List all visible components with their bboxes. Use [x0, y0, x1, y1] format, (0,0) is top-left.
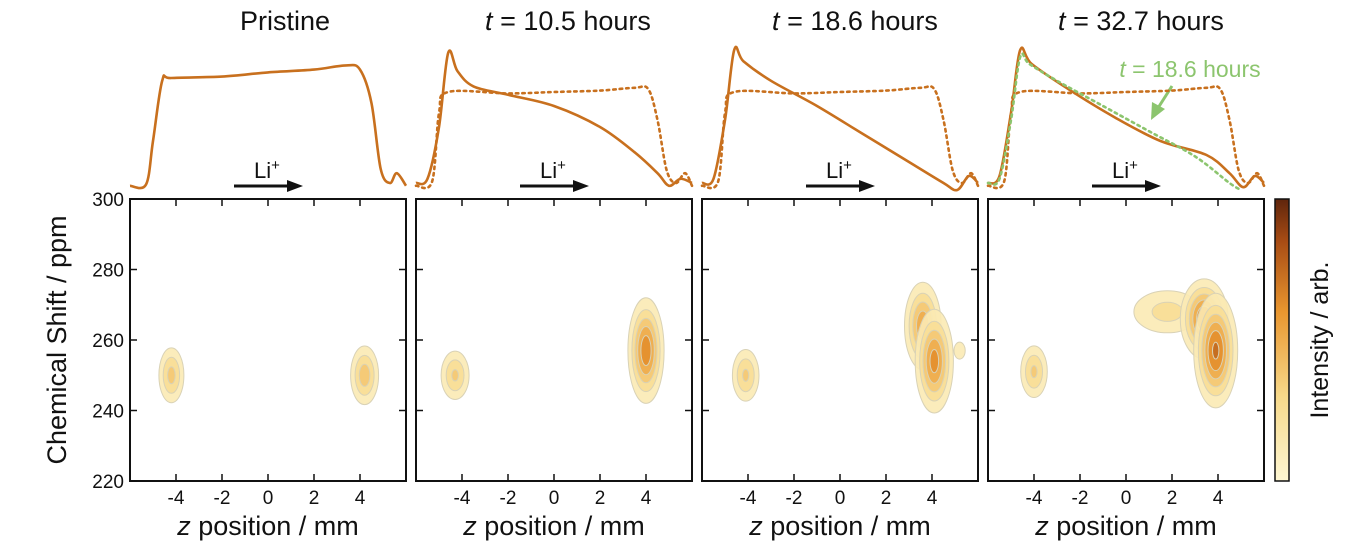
colorbar-label: Intensity / arb. — [1306, 261, 1334, 418]
li-arrow-3: Li+ — [806, 157, 875, 192]
x-tick-label: 0 — [263, 488, 274, 509]
x-tick-label: 2 — [1167, 488, 1178, 509]
profile-dotted-4 — [986, 85, 1266, 190]
y-tick-label: 220 — [92, 472, 124, 493]
x-tick-label: 4 — [927, 488, 938, 509]
profile-dotted-3 — [700, 85, 980, 190]
li-arrow-1: Li+ — [234, 157, 303, 192]
x-tick-label: -4 — [1026, 488, 1043, 509]
profile-line-1 — [129, 63, 408, 190]
colorbar — [1274, 198, 1290, 482]
panel-3: -4 -2 0 2 4 — [700, 45, 980, 509]
x-axis-label-1: z position / mm — [176, 511, 359, 541]
svg-text:Li+: Li+ — [1112, 157, 1138, 183]
contour-3-4-1 — [953, 341, 966, 360]
x-axis-label-2: z position / mm — [462, 511, 645, 541]
svg-text:Li+: Li+ — [540, 157, 566, 183]
profile-line-2 — [415, 49, 693, 188]
x-tick-label: -2 — [1072, 488, 1089, 509]
contour-1-2-3 — [358, 363, 371, 387]
x-tick-label: -4 — [168, 488, 185, 509]
svg-text:Li+: Li+ — [826, 157, 852, 183]
x-tick-label: 2 — [595, 488, 606, 509]
x-tick-label: 4 — [355, 488, 366, 509]
panel-1: -4 -2 0 2 4 220 240 260 280 300 — [92, 63, 408, 509]
contour-2-1-3 — [451, 369, 459, 382]
panel-2: -4 -2 0 2 4 — [414, 49, 694, 509]
plot-frame-1 — [129, 198, 407, 482]
y-tick-label: 260 — [92, 331, 124, 352]
contour-4-1-3 — [1030, 365, 1038, 379]
panel-title-4: t = 32.7 hours — [1058, 6, 1224, 36]
li-arrow-2: Li+ — [520, 157, 589, 192]
y-axis-label: Chemical Shift / ppm — [42, 215, 72, 464]
x-axis-label-4: z position / mm — [1034, 511, 1217, 541]
annotation-arrow — [1151, 85, 1174, 120]
x-tick-label: 0 — [835, 488, 846, 509]
x-tick-label: -2 — [500, 488, 517, 509]
contour-2-2-5 — [640, 335, 652, 367]
x-tick-label: 2 — [881, 488, 892, 509]
x-tick-label: -2 — [214, 488, 231, 509]
li-arrow-4: Li+ — [1092, 157, 1161, 192]
contour-4-4-6 — [1212, 341, 1220, 360]
y-tick-label: 300 — [92, 190, 124, 211]
x-tick-label: -4 — [740, 488, 757, 509]
y-tick-label: 240 — [92, 402, 124, 423]
x-tick-label: -4 — [454, 488, 471, 509]
profile-reference-4 — [986, 52, 1243, 192]
profile-line-3 — [701, 45, 979, 192]
x-tick-label: 0 — [549, 488, 560, 509]
contour-4-2-2 — [1151, 301, 1184, 322]
panel-title-2: t = 10.5 hours — [485, 6, 651, 36]
x-tick-label: -2 — [786, 488, 803, 509]
y-tick-label: 280 — [92, 261, 124, 282]
svg-text:Li+: Li+ — [254, 157, 280, 183]
contour-1-1-3 — [167, 366, 176, 385]
panel-title-1: Pristine — [240, 6, 330, 36]
panel-title-3: t = 18.6 hours — [772, 6, 938, 36]
x-tick-label: 4 — [641, 488, 652, 509]
x-tick-label: 0 — [1121, 488, 1132, 509]
contour-3-3-5 — [929, 349, 940, 374]
x-axis-label-3: z position / mm — [748, 511, 931, 541]
reference-annotation: t = 18.6 hours — [1119, 56, 1260, 82]
x-tick-label: 2 — [309, 488, 320, 509]
x-tick-label: 4 — [1213, 488, 1224, 509]
profile-line-4 — [987, 46, 1265, 189]
panel-4: -4 -2 0 2 4 — [986, 46, 1266, 509]
contour-3-1-3 — [742, 368, 750, 382]
